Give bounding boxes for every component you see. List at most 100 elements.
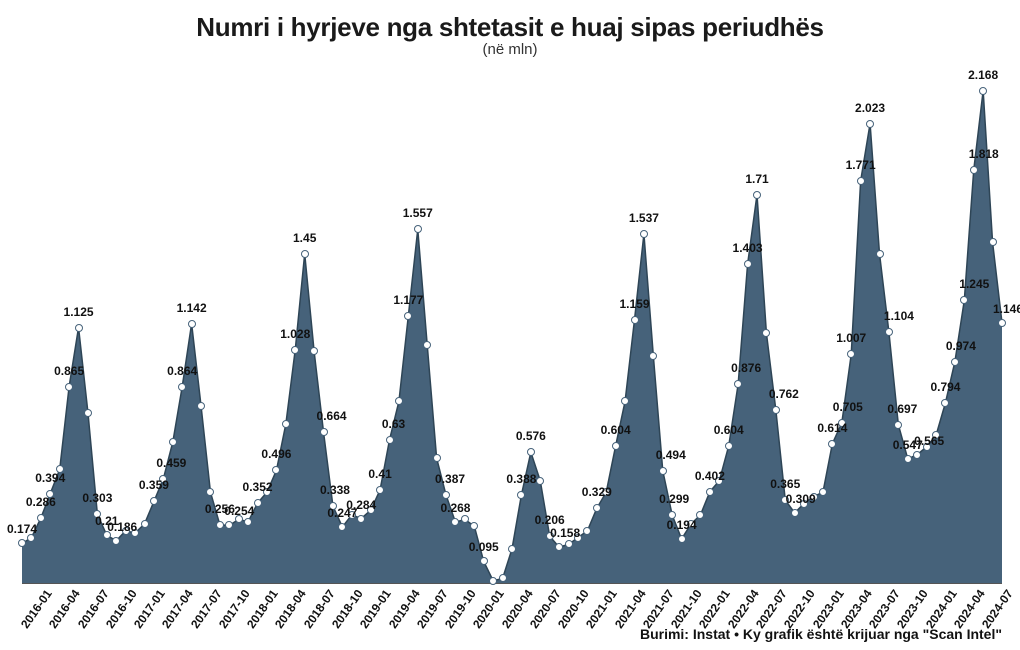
data-label: 0.387	[435, 473, 465, 485]
data-marker	[527, 448, 535, 456]
data-label: 1.557	[403, 207, 433, 219]
data-label: 0.352	[243, 481, 273, 493]
data-marker	[847, 350, 855, 358]
data-marker	[678, 535, 686, 543]
data-marker	[84, 409, 92, 417]
data-label: 0.286	[26, 496, 56, 508]
data-marker	[706, 488, 714, 496]
data-marker	[499, 574, 507, 582]
data-marker	[989, 238, 997, 246]
data-label: 0.664	[317, 410, 347, 422]
data-label: 0.338	[320, 484, 350, 496]
data-marker	[75, 324, 83, 332]
data-marker	[216, 521, 224, 529]
data-label: 1.537	[629, 212, 659, 224]
data-marker	[272, 466, 280, 474]
data-label: 0.63	[382, 418, 405, 430]
data-marker	[894, 421, 902, 429]
data-marker	[37, 514, 45, 522]
data-marker	[772, 406, 780, 414]
data-marker	[206, 488, 214, 496]
data-label: 0.705	[833, 401, 863, 413]
data-label: 1.245	[959, 278, 989, 290]
data-label: 2.023	[855, 102, 885, 114]
data-marker	[386, 436, 394, 444]
data-marker	[979, 87, 987, 95]
data-label: 0.309	[786, 493, 816, 505]
data-label: 0.268	[440, 502, 470, 514]
chart-title: Numri i hyrjeve nga shtetasit e huaj sip…	[18, 12, 1002, 43]
data-marker	[828, 440, 836, 448]
data-label: 0.794	[930, 381, 960, 393]
data-marker	[150, 497, 158, 505]
data-label: 0.41	[368, 468, 391, 480]
data-marker	[857, 177, 865, 185]
data-marker	[621, 397, 629, 405]
data-label: 0.254	[224, 505, 254, 517]
data-marker	[593, 504, 601, 512]
data-marker	[640, 230, 648, 238]
data-label: 1.771	[846, 159, 876, 171]
data-label: 0.388	[506, 473, 536, 485]
data-marker	[282, 420, 290, 428]
data-label: 1.104	[884, 310, 914, 322]
data-label: 0.865	[54, 365, 84, 377]
data-marker	[696, 511, 704, 519]
data-label: 1.71	[745, 173, 768, 185]
data-label: 1.403	[733, 242, 763, 254]
data-marker	[970, 166, 978, 174]
data-label: 2.168	[968, 69, 998, 81]
data-label: 1.142	[177, 302, 207, 314]
data-marker	[960, 296, 968, 304]
data-marker	[517, 491, 525, 499]
data-label: 1.007	[836, 332, 866, 344]
data-label: 0.174	[7, 523, 37, 535]
data-label: 1.818	[969, 148, 999, 160]
data-label: 0.186	[107, 521, 137, 533]
data-marker	[433, 454, 441, 462]
data-label: 1.146	[993, 303, 1020, 315]
data-marker	[178, 383, 186, 391]
data-marker	[376, 486, 384, 494]
data-label: 0.365	[770, 478, 800, 490]
data-label: 0.762	[769, 388, 799, 400]
data-marker	[659, 467, 667, 475]
data-marker	[244, 518, 252, 526]
data-marker	[291, 346, 299, 354]
data-marker	[225, 521, 233, 529]
data-marker	[508, 545, 516, 553]
data-marker	[885, 328, 893, 336]
data-marker	[753, 191, 761, 199]
data-marker	[866, 120, 874, 128]
data-marker	[338, 523, 346, 531]
chart-svg	[22, 72, 1002, 583]
data-marker	[555, 543, 563, 551]
data-marker	[913, 451, 921, 459]
data-marker	[941, 399, 949, 407]
data-label: 1.177	[393, 294, 423, 306]
chart-plot-area: 0.1740.2860.3940.8651.1250.3030.210.1860…	[22, 72, 1002, 584]
data-marker	[951, 358, 959, 366]
data-label: 0.604	[601, 424, 631, 436]
data-label: 0.565	[914, 435, 944, 447]
data-label: 0.299	[659, 493, 689, 505]
data-marker	[461, 515, 469, 523]
data-marker	[649, 352, 657, 360]
data-marker	[423, 341, 431, 349]
data-marker	[565, 540, 573, 548]
data-marker	[188, 320, 196, 328]
data-marker	[904, 455, 912, 463]
data-label: 0.604	[714, 424, 744, 436]
data-label: 0.303	[82, 492, 112, 504]
data-marker	[470, 522, 478, 530]
data-label: 0.576	[516, 430, 546, 442]
data-marker	[404, 312, 412, 320]
data-label: 0.864	[167, 365, 197, 377]
data-label: 0.329	[582, 486, 612, 498]
data-label: 0.614	[817, 422, 847, 434]
data-marker	[357, 515, 365, 523]
data-marker	[310, 347, 318, 355]
data-marker	[65, 383, 73, 391]
data-label: 1.159	[619, 298, 649, 310]
data-label: 1.028	[280, 328, 310, 340]
